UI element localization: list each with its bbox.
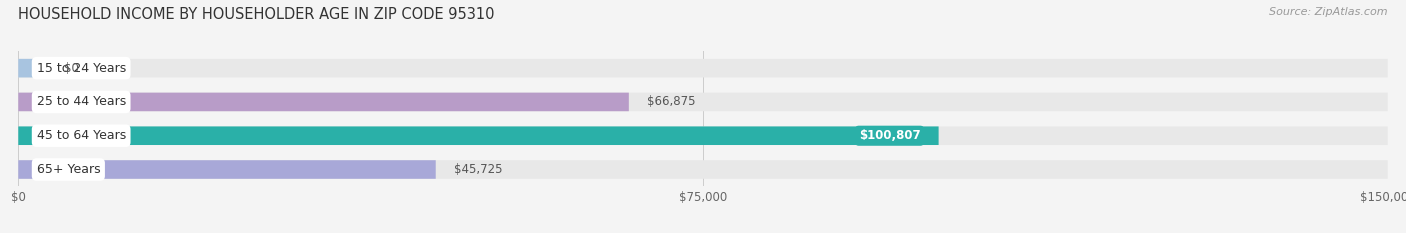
Text: 45 to 64 Years: 45 to 64 Years [37, 129, 125, 142]
FancyBboxPatch shape [18, 93, 628, 111]
FancyBboxPatch shape [18, 59, 1388, 77]
FancyBboxPatch shape [18, 160, 1388, 179]
Text: HOUSEHOLD INCOME BY HOUSEHOLDER AGE IN ZIP CODE 95310: HOUSEHOLD INCOME BY HOUSEHOLDER AGE IN Z… [18, 7, 495, 22]
FancyBboxPatch shape [18, 160, 436, 179]
FancyBboxPatch shape [18, 59, 45, 77]
Text: $0: $0 [63, 62, 79, 75]
Text: 15 to 24 Years: 15 to 24 Years [37, 62, 125, 75]
Text: $100,807: $100,807 [859, 129, 921, 142]
Text: 65+ Years: 65+ Years [37, 163, 100, 176]
FancyBboxPatch shape [18, 93, 1388, 111]
Text: $45,725: $45,725 [454, 163, 502, 176]
Text: 25 to 44 Years: 25 to 44 Years [37, 96, 125, 108]
FancyBboxPatch shape [18, 127, 939, 145]
FancyBboxPatch shape [18, 127, 1388, 145]
Text: $66,875: $66,875 [647, 96, 696, 108]
Text: Source: ZipAtlas.com: Source: ZipAtlas.com [1270, 7, 1388, 17]
